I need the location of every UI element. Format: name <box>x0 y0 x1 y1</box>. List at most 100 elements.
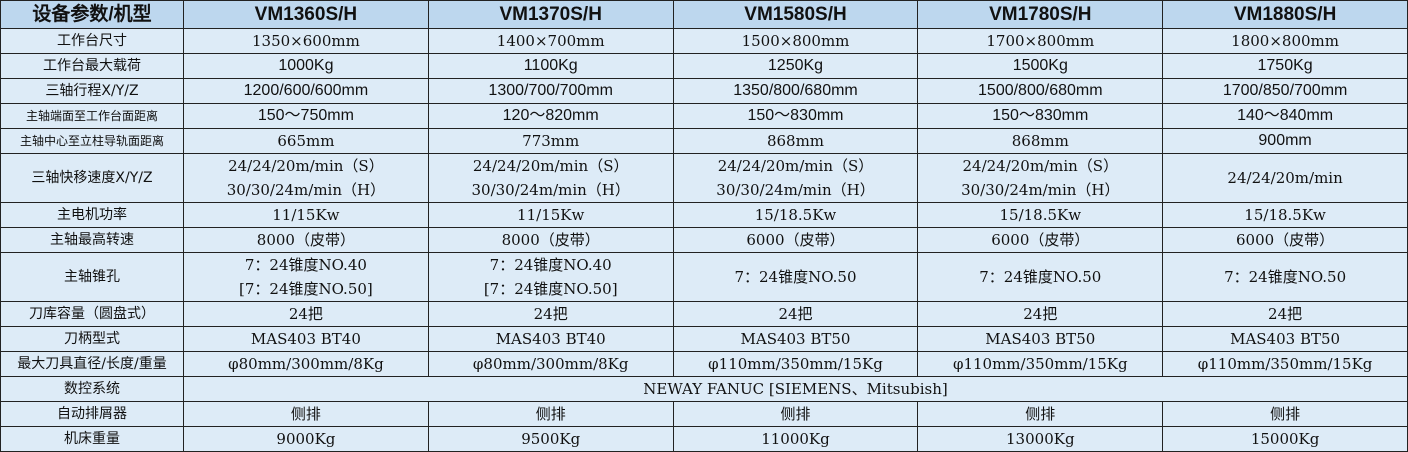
value-cell: 24把 <box>183 301 429 327</box>
table-row: 三轴行程X/Y/Z 1200/600/600mm 1300/700/700mm 135… <box>0 78 1408 104</box>
model-header: VM1580S/H <box>672 0 919 29</box>
cell-line: 7：24锥度NO.50 <box>979 268 1102 286</box>
value-cell: 7：24锥度NO.50 <box>917 252 1164 302</box>
value-cell: 7：24锥度NO.40 [7：24锥度NO.50] <box>183 252 429 302</box>
table-row: 主电机功率 11/15Kw 11/15Kw 15/18.5Kw 15/18.5Kw 15/… <box>0 202 1408 228</box>
value-cell: 侧排 <box>427 401 674 427</box>
value-cell: 9000Kg <box>183 426 429 452</box>
value-cell: 1200/600/600mm <box>183 78 429 104</box>
value-cell: 1300/700/700mm <box>427 78 674 104</box>
value-cell: φ110mm/350mm/15Kg <box>1162 351 1408 377</box>
table-row: 主轴中心至立柱导轨面距离 665mm 773mm 868mm 868mm 900mm <box>0 128 1408 154</box>
value-cell: 24把 <box>427 301 674 327</box>
param-header: 设备参数/机型 <box>0 0 184 29</box>
value-cell: 6000（皮带） <box>672 227 919 253</box>
cell-line: 24/24/20m/min <box>1227 169 1343 187</box>
table-row: 工作台尺寸 1350×600mm 1400×700mm 1500×800mm 1700×… <box>0 28 1408 54</box>
value-cell: 140～840mm <box>1162 103 1408 129</box>
value-cell: 868mm <box>917 128 1164 154</box>
value-cell: 24把 <box>917 301 1164 327</box>
value-cell: 665mm <box>183 128 429 154</box>
value-cell: 15/18.5Kw <box>917 202 1164 228</box>
value-cell: 1100Kg <box>427 53 674 79</box>
cell-line: 24/24/20m/min（S） <box>472 157 629 175</box>
table-row: 刀柄型式 MAS403 BT40 MAS403 BT40 MAS403 BT50 MAS… <box>0 326 1408 352</box>
table-row: 主轴锥孔 7：24锥度NO.40 [7：24锥度NO.50] 7：24锥度NO.40 [… <box>0 252 1408 302</box>
value-cell: 24/24/20m/min（S） 30/30/24m/min（H） <box>183 153 429 203</box>
merged-cell: NEWAY FANUC [SIEMENS、Mitsubish] <box>183 376 1408 402</box>
table-row: 三轴快移速度X/Y/Z 24/24/20m/min（S） 30/30/24m/min… <box>0 153 1408 203</box>
row-label: 工作台最大载荷 <box>0 53 184 79</box>
value-cell: 11000Kg <box>672 426 919 452</box>
value-cell: 24把 <box>1162 301 1408 327</box>
value-cell: 侧排 <box>917 401 1164 427</box>
cell-line: 7：24锥度NO.40 <box>244 256 367 274</box>
cell-line: 24/24/20m/min（S） <box>717 157 874 175</box>
cell-line: [7：24锥度NO.50] <box>483 280 618 298</box>
value-cell: 24/24/20m/min（S） 30/30/24m/min（H） <box>917 153 1164 203</box>
value-cell: 24/24/20m/min（S） 30/30/24m/min（H） <box>672 153 919 203</box>
table-row: 刀库容量（圆盘式） 24把 24把 24把 24把 24把 <box>0 301 1408 327</box>
value-cell: 1800×800mm <box>1162 28 1408 54</box>
value-cell: 侧排 <box>1162 401 1408 427</box>
cell-line: 24/24/20m/min（S） <box>962 157 1119 175</box>
table-row: 数控系统 NEWAY FANUC [SIEMENS、Mitsubish] <box>0 376 1408 402</box>
value-cell: 1000Kg <box>183 53 429 79</box>
table-row: 主轴端面至工作台面距离 150～750mm 120～820mm 150～830mm 15… <box>0 103 1408 129</box>
value-cell: φ80mm/300mm/8Kg <box>183 351 429 377</box>
value-cell: MAS403 BT40 <box>183 326 429 352</box>
row-label: 三轴快移速度X/Y/Z <box>0 153 184 203</box>
value-cell: 6000（皮带） <box>917 227 1164 253</box>
value-cell: 8000（皮带） <box>427 227 674 253</box>
value-cell: 1500×800mm <box>672 28 919 54</box>
value-cell: 773mm <box>427 128 674 154</box>
value-cell: 900mm <box>1162 128 1408 154</box>
value-cell: 1500/800/680mm <box>917 78 1164 104</box>
value-cell: 11/15Kw <box>427 202 674 228</box>
model-header: VM1360S/H <box>183 0 429 29</box>
value-cell: 1700×800mm <box>917 28 1164 54</box>
row-label: 刀库容量（圆盘式） <box>0 301 184 327</box>
row-label: 主轴中心至立柱导轨面距离 <box>0 128 184 154</box>
value-cell: 15/18.5Kw <box>672 202 919 228</box>
value-cell: 7：24锥度NO.50 <box>1162 252 1408 302</box>
table-row: 自动排屑器 侧排 侧排 侧排 侧排 侧排 <box>0 401 1408 427</box>
value-cell: 1700/850/700mm <box>1162 78 1408 104</box>
cell-line: 7：24锥度NO.50 <box>734 268 857 286</box>
value-cell: 6000（皮带） <box>1162 227 1408 253</box>
row-label: 主轴最高转速 <box>0 227 184 253</box>
value-cell: MAS403 BT40 <box>427 326 674 352</box>
model-header: VM1370S/H <box>427 0 674 29</box>
cell-line: 30/30/24m/min（H） <box>226 181 386 199</box>
cell-line: 30/30/24m/min（H） <box>471 181 630 199</box>
value-cell: 868mm <box>672 128 919 154</box>
row-label: 主轴锥孔 <box>0 252 184 302</box>
row-label: 最大刀具直径/长度/重量 <box>0 351 184 377</box>
value-cell: 24/24/20m/min <box>1162 153 1408 203</box>
row-label: 主轴端面至工作台面距离 <box>0 103 184 129</box>
value-cell: MAS403 BT50 <box>672 326 919 352</box>
row-label: 工作台尺寸 <box>0 28 184 54</box>
cell-line: [7：24锥度NO.50] <box>239 280 373 298</box>
value-cell: 1500Kg <box>917 53 1164 79</box>
header-row: 设备参数/机型 VM1360S/H VM1370S/H VM1580S/H VM1780… <box>0 0 1408 29</box>
row-label: 数控系统 <box>0 376 184 402</box>
cell-line: 30/30/24m/min（H） <box>716 181 875 199</box>
model-header: VM1780S/H <box>917 0 1164 29</box>
table-row: 主轴最高转速 8000（皮带） 8000（皮带） 6000（皮带） 6000（皮带） 60… <box>0 227 1408 253</box>
value-cell: φ110mm/350mm/15Kg <box>672 351 919 377</box>
cell-line: 30/30/24m/min（H） <box>961 181 1120 199</box>
value-cell: 11/15Kw <box>183 202 429 228</box>
value-cell: 1400×700mm <box>427 28 674 54</box>
value-cell: 15/18.5Kw <box>1162 202 1408 228</box>
row-label: 三轴行程X/Y/Z <box>0 78 184 104</box>
row-label: 主电机功率 <box>0 202 184 228</box>
value-cell: 1250Kg <box>672 53 919 79</box>
value-cell: MAS403 BT50 <box>1162 326 1408 352</box>
value-cell: 1350×600mm <box>183 28 429 54</box>
cell-line: 7：24锥度NO.50 <box>1224 268 1347 286</box>
value-cell: 24/24/20m/min（S） 30/30/24m/min（H） <box>427 153 674 203</box>
row-label: 自动排屑器 <box>0 401 184 427</box>
table-row: 工作台最大载荷 1000Kg 1100Kg 1250Kg 1500Kg 1750Kg <box>0 53 1408 79</box>
